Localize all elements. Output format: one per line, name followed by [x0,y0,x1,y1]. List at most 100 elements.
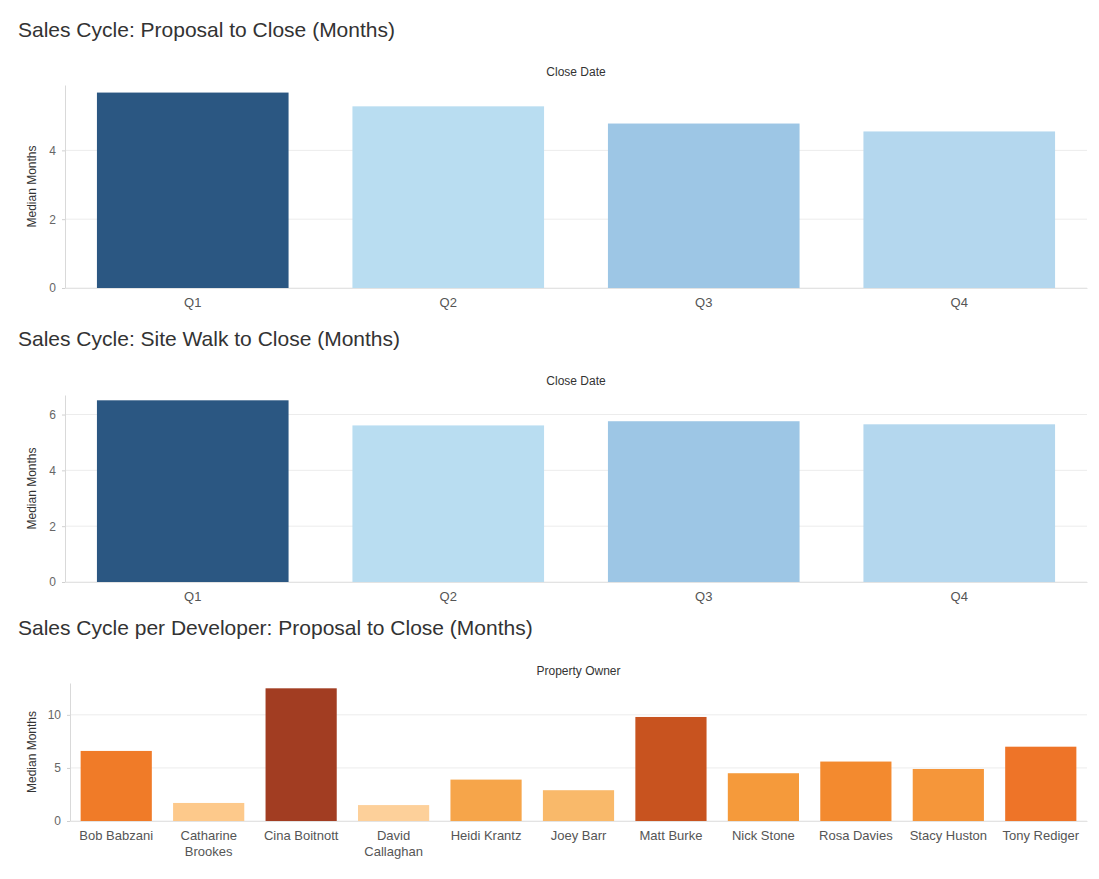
x-tick: Nick Stone [732,828,795,843]
y-tick: 5 [54,761,70,775]
x-axis-line [71,821,1088,822]
x-tick-label: Joey Barr [551,828,607,843]
y-tick-mark [62,526,65,527]
y-tick-label: 0 [54,814,61,828]
x-tick: Joey Barr [551,828,607,843]
bar [173,803,244,821]
x-axis-line [66,582,1088,583]
x-axis-line [66,288,1088,289]
x-tick-label: Q2 [440,589,457,604]
y-tick: 0 [49,575,65,589]
y-tick: 0 [54,814,70,828]
y-tick-label: 2 [49,520,56,534]
x-tick-label: Q3 [695,295,712,310]
x-tick: Q3 [695,589,712,604]
bar [913,769,984,821]
y-axis-title: Median Months [25,145,39,227]
x-tick: Q3 [695,295,712,310]
x-tick: Bob Babzani [79,828,153,843]
x-tick: Cina Boitnott [264,828,339,843]
y-axis-line [65,396,66,583]
x-axis-title: Close Date [546,374,606,388]
bar [450,780,521,821]
x-tick: Heidi Krantz [451,828,522,843]
y-tick: 2 [49,213,65,227]
bar [635,717,706,821]
bar [352,106,544,288]
y-tick-label: 4 [49,144,56,158]
chart-title: Sales Cycle per Developer: Proposal to C… [18,616,533,639]
x-tick-label: Q1 [184,295,201,310]
x-tick: Q4 [951,589,968,604]
x-axis-title: Close Date [546,65,606,79]
chart-panel: Sales Cycle per Developer: Proposal to C… [18,616,1088,859]
grid-line [70,714,1087,715]
y-tick-mark [62,582,65,583]
y-tick-label: 4 [49,464,56,478]
y-tick-label: 0 [49,575,56,589]
x-tick-label: Q4 [951,295,968,310]
x-tick: Q2 [440,589,457,604]
bar [820,762,891,821]
x-tick: Q2 [440,295,457,310]
y-axis: 0 2 4 6 [49,396,65,590]
x-tick-label: Rosa Davies [819,828,893,843]
y-tick: 6 [49,408,65,422]
bars [81,688,1077,821]
x-tick-label: Nick Stone [732,828,795,843]
bar [97,93,289,288]
chart-canvas: Sales Cycle: Proposal to Close (Months) C… [0,0,1099,879]
x-tick-label: Q1 [184,589,201,604]
y-axis-title: Median Months [25,447,39,529]
x-tick: Q1 [184,295,201,310]
chart-title: Sales Cycle: Proposal to Close (Months) [18,18,395,41]
y-axis-title: Median Months [25,711,39,793]
x-tick-label: Matt Burke [640,828,703,843]
x-axis: Q1 Q2 Q3 Q4 [66,583,1088,605]
bar [863,424,1055,582]
bar [728,773,799,821]
y-tick-mark [67,821,70,822]
x-tick-label: Q2 [440,295,457,310]
x-tick: Q4 [951,295,968,310]
y-tick-mark [62,150,65,151]
y-tick: 4 [49,144,65,158]
y-axis-line [65,86,66,289]
bar [1005,747,1076,821]
chart-panel: Sales Cycle: Site Walk to Close (Months)… [18,327,1088,604]
bar [97,400,289,582]
x-tick: Rosa Davies [819,828,893,843]
y-tick: 4 [49,464,65,478]
x-tick-label: Heidi Krantz [451,828,522,843]
y-tick-label: 0 [49,281,56,295]
y-tick-mark [62,288,65,289]
bar [352,425,544,582]
x-tick-label: Q3 [695,589,712,604]
y-axis: 0 5 10 [48,684,71,829]
y-tick-label: 6 [49,408,56,422]
x-tick-label: Tony Rediger [1002,828,1079,843]
x-axis-title: Property Owner [536,664,620,678]
y-tick: 2 [49,520,65,534]
y-tick: 0 [49,281,65,295]
bar [608,124,800,288]
bar [863,131,1055,288]
bars [97,400,1055,582]
chart-title: Sales Cycle: Site Walk to Close (Months) [18,327,400,350]
bar [543,790,614,821]
x-tick-label: Bob Babzani [79,828,153,843]
x-tick: Matt Burke [640,828,703,843]
y-tick-mark [67,768,70,769]
y-axis: 0 2 4 [49,86,65,296]
x-tick: Q1 [184,589,201,604]
bar [81,751,152,821]
y-tick: 10 [48,708,70,722]
y-tick-label: 2 [49,213,56,227]
bar [266,688,337,821]
x-tick-label: Stacy Huston [910,828,987,843]
bars [97,93,1055,288]
x-tick: DavidCallaghan [364,828,423,859]
grid [70,715,1087,821]
x-axis: Q1 Q2 Q3 Q4 [66,289,1088,311]
bar [358,805,429,821]
